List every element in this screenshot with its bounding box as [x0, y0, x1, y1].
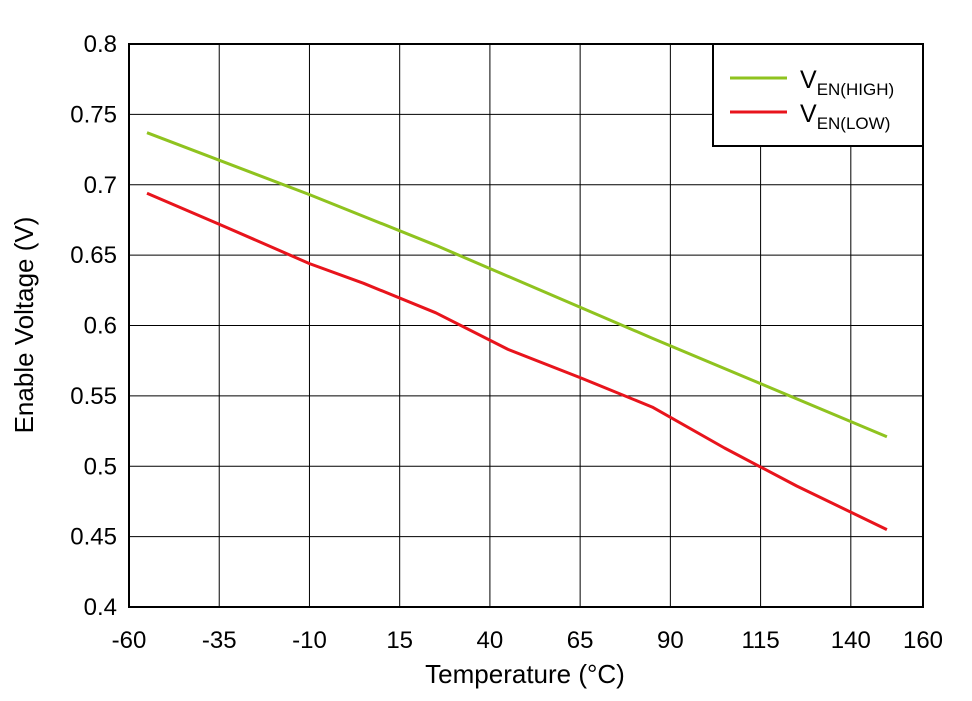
- plot-frame: [128, 43, 924, 608]
- x-tick-label: 65: [567, 627, 594, 654]
- y-tick-label: 0.8: [84, 31, 117, 58]
- legend-label-high-main: V: [800, 66, 817, 94]
- x-axis-title: Temperature (°C): [425, 659, 625, 689]
- y-tick-label: 0.7: [84, 172, 117, 199]
- x-tick-label: -60: [112, 627, 147, 654]
- y-tick-label: 0.65: [70, 242, 117, 269]
- x-tick-label: 140: [831, 627, 871, 654]
- x-tick-label: 160: [903, 627, 943, 654]
- legend-label-high: VEN(HIGH): [800, 66, 894, 99]
- legend-box: [712, 43, 924, 147]
- legend: VEN(HIGH) VEN(LOW): [712, 43, 924, 147]
- y-tick-label: 0.45: [70, 524, 117, 551]
- y-tick-label: 0.4: [84, 594, 117, 621]
- series-line-1: [146, 191, 888, 531]
- legend-label-high-sub: EN(HIGH): [817, 80, 894, 99]
- y-tick-label: 0.75: [70, 101, 117, 128]
- y-axis-title: Enable Voltage (V): [9, 217, 39, 434]
- legend-label-low: VEN(LOW): [800, 100, 890, 133]
- y-tick-label: 0.6: [84, 313, 117, 340]
- x-tick-label: -35: [202, 627, 237, 654]
- legend-label-low-main: V: [800, 100, 817, 128]
- x-tick-labels: -60 -35 -10 15 40 65 90 115 140 160: [112, 627, 943, 654]
- y-tick-label: 0.5: [84, 453, 117, 480]
- y-tick-label: 0.55: [70, 383, 117, 410]
- x-tick-label: 15: [386, 627, 413, 654]
- x-tick-label: 40: [477, 627, 504, 654]
- x-tick-label: 115: [741, 627, 779, 654]
- legend-label-low-sub: EN(LOW): [817, 114, 891, 133]
- series-line-0: [146, 131, 888, 439]
- series-layer: [146, 131, 888, 531]
- y-tick-labels: 0.4 0.45 0.5 0.55 0.6 0.65 0.7 0.75 0.8: [70, 31, 117, 621]
- x-tick-label: 90: [657, 627, 684, 654]
- x-tick-label: -10: [292, 627, 327, 654]
